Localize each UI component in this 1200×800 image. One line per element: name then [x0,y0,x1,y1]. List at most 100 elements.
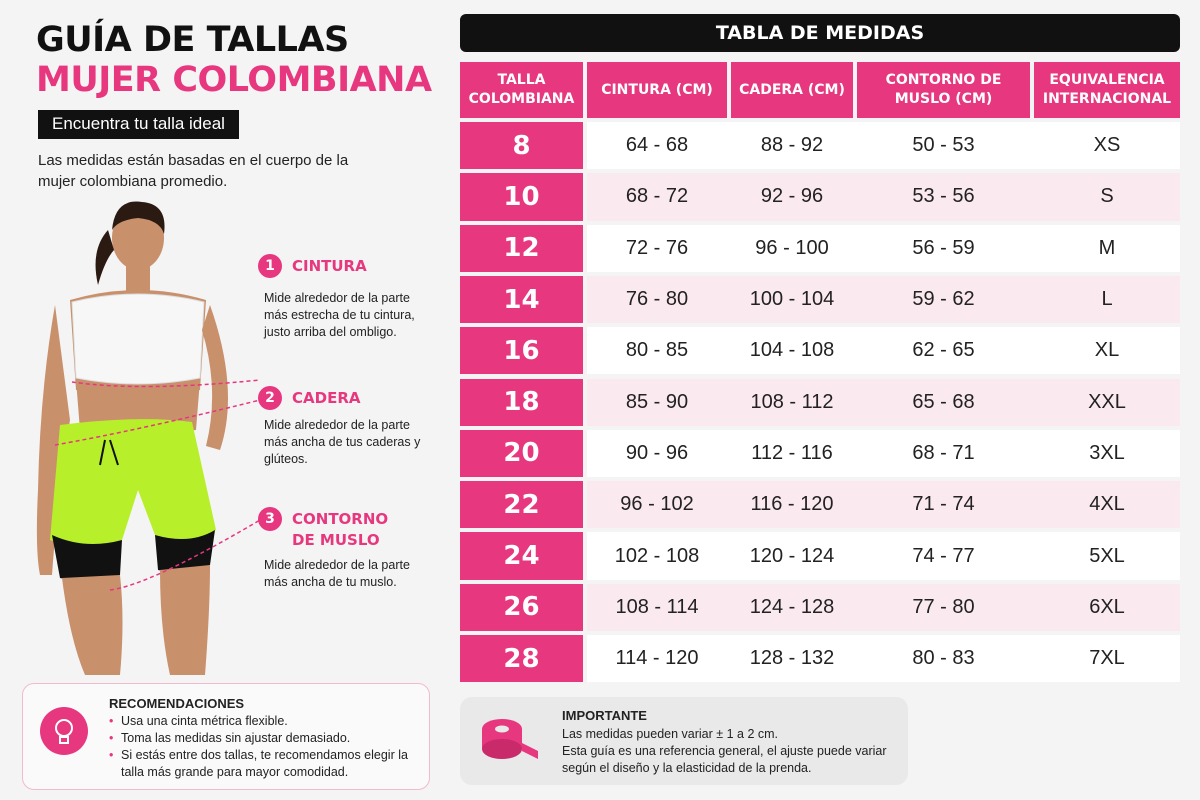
value-cell: S [1100,185,1114,208]
tag: Encuentra tu talla ideal [38,110,239,139]
row-background [587,173,1180,221]
row-background [587,327,1180,375]
subtitle: MUJER COLOMBIANA [36,60,432,100]
value-cell: 50 - 53 [912,134,975,157]
size-cell: 24 [460,532,583,580]
header-cell: CADERA (CM) [731,62,853,118]
value-cell: 80 - 83 [912,647,975,670]
measure-number: 2 [258,386,282,410]
value-cell: 85 - 90 [625,390,689,413]
size-cell: 10 [460,173,583,221]
value-cell: 65 - 68 [912,390,975,413]
table-title: TABLA DE MEDIDAS [460,14,1180,52]
value-cell: 92 - 96 [760,185,824,208]
value-cell: 68 - 71 [912,441,975,464]
size-cell: 26 [460,583,583,631]
value-cell: 68 - 72 [625,185,689,208]
value-cell: 56 - 59 [912,236,975,259]
size-cell: 14 [460,275,583,324]
header-cell: EQUIVALENCIA INTERNACIONAL [1034,62,1180,118]
size-cell: 18 [460,378,583,426]
value-cell: 4XL [1089,493,1125,516]
value-cell: 74 - 77 [912,544,975,567]
recommendation-item: Toma las medidas sin ajustar demasiado. [109,730,419,747]
row-background [587,429,1180,478]
value-cell: 6XL [1089,595,1125,618]
value-cell: L [1101,288,1113,311]
tape-icon [482,719,538,759]
row-background [587,583,1180,631]
measure-number: 3 [258,507,282,531]
row-background [587,481,1180,529]
value-cell: 104 - 108 [749,339,835,362]
recommendation-item: Usa una cinta métrica flexible. [109,713,419,730]
size-cell: 22 [460,481,583,529]
value-cell: 53 - 56 [912,185,975,208]
value-cell: 112 - 116 [751,441,833,464]
value-cell: 80 - 85 [625,339,689,362]
value-cell: 7XL [1089,647,1125,670]
value-cell: 64 - 68 [625,134,689,157]
value-cell: 72 - 76 [625,236,689,259]
title: GUÍA DE TALLAS [36,20,349,60]
recommendations-title: RECOMENDACIONES [109,696,245,711]
row-background [587,275,1180,324]
intro: Las medidas están basadas en el cuerpo d… [38,152,349,190]
value-cell: 59 - 62 [912,288,975,311]
value-cell: 120 - 124 [749,544,835,567]
value-cell: 124 - 128 [749,595,835,618]
value-cell: 128 - 132 [749,647,835,670]
value-cell: XS [1093,134,1121,157]
recommendations-box: RECOMENDACIONES Usa una cinta métrica fl… [22,683,430,790]
model-illustration [36,201,261,675]
size-cell: 8 [460,122,583,170]
value-cell: XL [1094,339,1120,362]
value-cell: 96 - 100 [755,236,829,259]
recommendations-list: Usa una cinta métrica flexible.Toma las … [109,713,419,781]
value-cell: 5XL [1089,544,1125,567]
value-cell: 108 - 112 [750,390,834,413]
row-background [587,224,1180,272]
header-cell: CINTURA (CM) [587,62,727,118]
value-cell: 102 - 108 [614,544,700,567]
measure-label: CADERA [292,389,361,407]
bulb-icon [40,707,88,755]
important-box: IMPORTANTE Las medidas pueden variar ± 1… [460,697,908,785]
row-background [587,122,1180,170]
header-cell: CONTORNO DE MUSLO (CM) [857,62,1030,118]
recommendation-item: Si estás entre dos tallas, te recomendam… [109,747,419,781]
value-cell: M [1098,236,1116,259]
measure-description: Mide alrededor de la parte más ancha de … [264,418,421,466]
important-line: Esta guía es una referencia general, el … [562,744,887,775]
row-background [587,378,1180,426]
important-line: Las medidas pueden variar ± 1 a 2 cm. [562,727,779,741]
measure-label: CINTURA [292,257,367,275]
value-cell: 3XL [1089,441,1125,464]
row-background [587,532,1180,580]
value-cell: 88 - 92 [760,134,824,157]
size-cell: 16 [460,327,583,375]
value-cell: 71 - 74 [912,493,975,516]
value-cell: 90 - 96 [625,441,689,464]
measure-label: CONTORNO DE MUSLO [292,510,389,549]
value-cell: 96 - 102 [620,493,694,516]
row-background [587,635,1180,683]
value-cell: XXL [1088,390,1126,413]
value-cell: 76 - 80 [625,288,689,311]
measure-description: Mide alrededor de la parte más estrecha … [264,291,415,339]
value-cell: 62 - 65 [912,339,975,362]
important-title: IMPORTANTE [562,708,647,723]
value-cell: 108 - 114 [615,595,699,618]
size-cell: 20 [460,429,583,478]
important-text: Las medidas pueden variar ± 1 a 2 cm. Est… [562,726,897,777]
measure-number: 1 [258,254,282,278]
measure-description: Mide alrededor de la parte más ancha de … [264,558,410,589]
size-cell: 28 [460,635,583,683]
value-cell: 100 - 104 [749,288,835,311]
header-cell: TALLA COLOMBIANA [460,62,583,118]
value-cell: 116 - 120 [750,493,834,516]
value-cell: 114 - 120 [615,647,699,670]
size-cell: 12 [460,224,583,272]
value-cell: 77 - 80 [912,595,975,618]
